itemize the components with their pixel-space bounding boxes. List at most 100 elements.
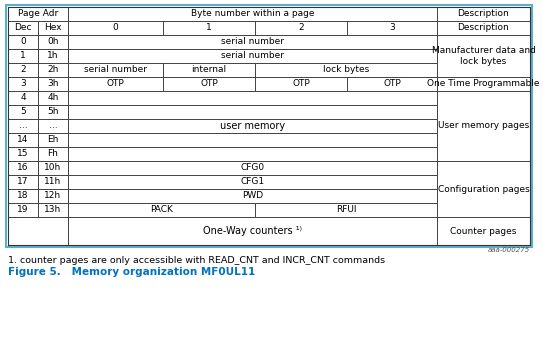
- Text: 0: 0: [112, 23, 118, 32]
- Bar: [68, 49, 437, 63]
- Text: User memory pages: User memory pages: [438, 121, 529, 130]
- Text: 1: 1: [20, 51, 26, 60]
- Text: Description: Description: [458, 10, 509, 19]
- Bar: [8, 119, 38, 133]
- Bar: [437, 7, 530, 21]
- Bar: [255, 77, 347, 91]
- Bar: [8, 77, 38, 91]
- Bar: [437, 21, 530, 35]
- Bar: [163, 77, 255, 91]
- Bar: [437, 217, 530, 245]
- Bar: [68, 7, 437, 21]
- Text: CFG0: CFG0: [241, 164, 264, 172]
- Text: OTP: OTP: [292, 79, 310, 89]
- Text: serial number: serial number: [221, 51, 284, 60]
- Text: ...: ...: [49, 121, 58, 130]
- Bar: [68, 105, 437, 119]
- Bar: [68, 217, 437, 245]
- Text: OTP: OTP: [106, 79, 124, 89]
- Bar: [8, 217, 68, 245]
- Bar: [38, 175, 68, 189]
- Text: OTP: OTP: [200, 79, 218, 89]
- Text: 1h: 1h: [47, 51, 59, 60]
- Text: One-Way counters ¹⁾: One-Way counters ¹⁾: [203, 226, 302, 236]
- Text: Counter pages: Counter pages: [450, 227, 517, 236]
- Text: Byte number within a page: Byte number within a page: [191, 10, 314, 19]
- Bar: [68, 175, 437, 189]
- Text: 18: 18: [17, 191, 29, 200]
- Bar: [68, 147, 437, 161]
- Text: PWD: PWD: [242, 191, 263, 200]
- Text: serial number: serial number: [84, 66, 147, 75]
- Bar: [255, 63, 437, 77]
- Text: Eh: Eh: [47, 136, 59, 145]
- Text: 0h: 0h: [47, 38, 59, 47]
- Bar: [68, 63, 163, 77]
- Bar: [8, 133, 38, 147]
- Bar: [38, 35, 68, 49]
- Text: 11h: 11h: [45, 177, 61, 187]
- Text: Fh: Fh: [48, 149, 59, 158]
- Bar: [8, 175, 38, 189]
- Bar: [437, 161, 530, 217]
- Bar: [163, 21, 255, 35]
- Bar: [255, 21, 347, 35]
- Bar: [8, 7, 530, 245]
- Text: Figure 5.   Memory organization MF0UL11: Figure 5. Memory organization MF0UL11: [8, 267, 255, 277]
- Bar: [38, 21, 68, 35]
- Bar: [8, 49, 38, 63]
- Bar: [347, 77, 437, 91]
- Bar: [8, 35, 38, 49]
- Bar: [68, 119, 437, 133]
- Bar: [8, 105, 38, 119]
- Text: 2: 2: [298, 23, 304, 32]
- Bar: [68, 91, 437, 105]
- Text: Hex: Hex: [44, 23, 62, 32]
- Text: 5h: 5h: [47, 108, 59, 117]
- Text: 3: 3: [389, 23, 395, 32]
- Text: 2h: 2h: [47, 66, 59, 75]
- Bar: [38, 77, 68, 91]
- Bar: [68, 77, 163, 91]
- Bar: [437, 35, 530, 77]
- Text: PACK: PACK: [150, 206, 173, 215]
- Bar: [68, 35, 437, 49]
- Bar: [38, 91, 68, 105]
- Bar: [38, 147, 68, 161]
- Text: OTP: OTP: [383, 79, 401, 89]
- Bar: [6, 5, 532, 247]
- Bar: [8, 161, 38, 175]
- Text: One Time Programmable: One Time Programmable: [427, 79, 540, 89]
- Text: 2: 2: [20, 66, 26, 75]
- Bar: [8, 203, 38, 217]
- Bar: [437, 91, 530, 161]
- Bar: [8, 7, 68, 21]
- Text: 4h: 4h: [47, 93, 59, 102]
- Text: 13h: 13h: [45, 206, 61, 215]
- Bar: [8, 147, 38, 161]
- Text: 1: 1: [206, 23, 212, 32]
- Text: 15: 15: [17, 149, 29, 158]
- Bar: [8, 63, 38, 77]
- Text: lock bytes: lock bytes: [323, 66, 369, 75]
- Text: 1. counter pages are only accessible with READ_CNT and INCR_CNT commands: 1. counter pages are only accessible wit…: [8, 256, 385, 265]
- Bar: [163, 63, 255, 77]
- Text: 3: 3: [20, 79, 26, 89]
- Text: 14: 14: [17, 136, 29, 145]
- Bar: [255, 203, 437, 217]
- Text: aaa-000275: aaa-000275: [488, 247, 530, 253]
- Text: 10h: 10h: [45, 164, 61, 172]
- Text: Dec: Dec: [14, 23, 31, 32]
- Text: internal: internal: [192, 66, 226, 75]
- Text: CFG1: CFG1: [241, 177, 264, 187]
- Text: RFUI: RFUI: [336, 206, 356, 215]
- Text: 0: 0: [20, 38, 26, 47]
- Bar: [38, 133, 68, 147]
- Bar: [437, 77, 530, 91]
- Bar: [347, 21, 437, 35]
- Bar: [38, 105, 68, 119]
- Bar: [38, 189, 68, 203]
- Bar: [68, 161, 437, 175]
- Bar: [68, 133, 437, 147]
- Text: 12h: 12h: [45, 191, 61, 200]
